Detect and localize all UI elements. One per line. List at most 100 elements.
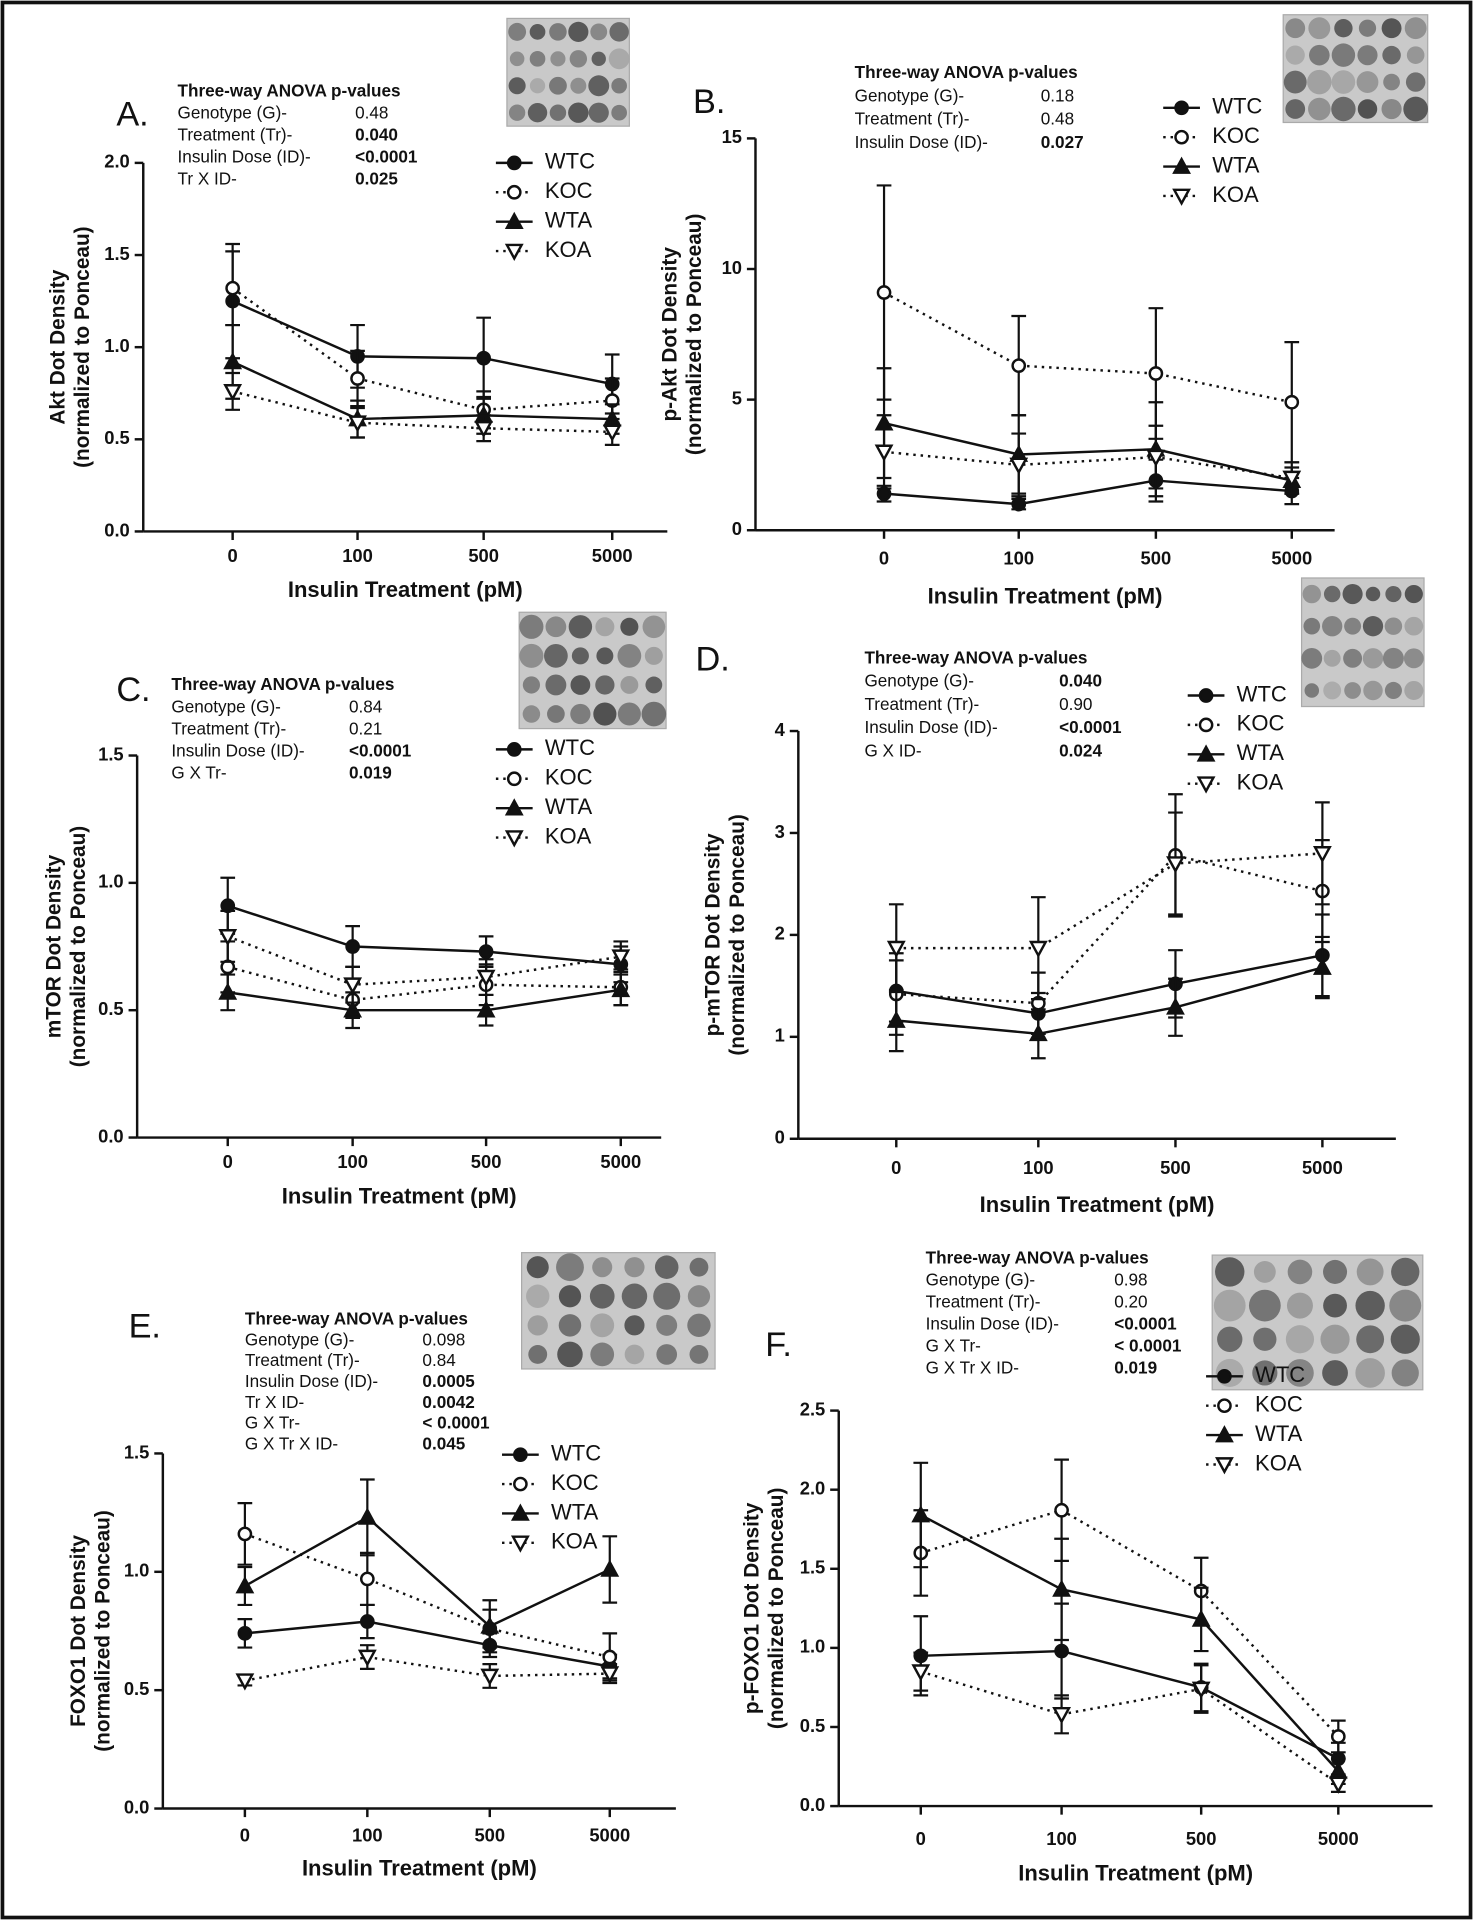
legend-label: WTA <box>1212 152 1260 177</box>
series-line <box>896 966 1323 1036</box>
blot-dot <box>1253 1260 1276 1283</box>
anova-label: Insulin Dose (ID)- <box>178 147 311 167</box>
blot-dot <box>519 614 544 639</box>
series-line <box>244 1532 611 1659</box>
y-axis-label: p-FOXO1 Dot Density <box>741 1502 764 1714</box>
y-axis-label: Akt Dot Density <box>46 269 69 424</box>
series-line <box>883 450 1292 480</box>
blot-dot <box>527 1315 548 1336</box>
legend-label: WTA <box>545 207 593 232</box>
anova-value: 0.027 <box>1041 132 1084 152</box>
y-tick-label: 1.5 <box>124 1441 150 1462</box>
y-axis-label: p-Akt Dot Density <box>658 247 681 422</box>
anova-title: Three-way ANOVA p-values <box>178 80 401 100</box>
blot-dot <box>570 77 587 94</box>
anova-title: Three-way ANOVA p-values <box>926 1247 1149 1267</box>
blot-dot <box>1391 1359 1419 1387</box>
y-tick-label: 0.0 <box>98 1125 124 1146</box>
blot-dot <box>1381 18 1402 39</box>
y-tick-label: 0.5 <box>104 427 130 448</box>
y-tick-label: 3 <box>775 821 785 842</box>
blot-dot <box>687 1285 711 1308</box>
legend-label: KOC <box>1212 123 1260 148</box>
blot-dot <box>1356 71 1379 93</box>
y-tick-label: 1 <box>775 1025 785 1046</box>
blot-dot <box>1331 96 1356 122</box>
marker <box>504 798 524 816</box>
blot-dot <box>545 616 567 638</box>
y-tick-label: 1.0 <box>104 335 130 356</box>
marker <box>510 1503 530 1521</box>
x-axis-label: Insulin Treatment (pM) <box>1018 1860 1253 1885</box>
marker <box>476 969 496 987</box>
x-tick-label: 500 <box>1141 547 1172 568</box>
blot-dot <box>1344 682 1361 699</box>
blot-dot <box>570 675 591 695</box>
blot-dot <box>1391 1257 1420 1287</box>
marker <box>1052 1579 1071 1597</box>
y-tick-label: 0.5 <box>124 1678 150 1699</box>
blot-dot <box>508 104 526 121</box>
panel-label: E. <box>129 1308 161 1346</box>
y-tick-label: 2 <box>775 923 785 944</box>
blot-dot <box>1308 17 1331 40</box>
marker <box>343 1000 363 1018</box>
y-axis-label: mTOR Dot Density <box>43 854 66 1038</box>
y-tick-label: 2.0 <box>104 151 130 172</box>
marker <box>343 977 363 995</box>
blot-dot <box>1381 98 1402 120</box>
blot-dot <box>595 617 615 637</box>
anova-label: Tr X ID- <box>178 169 237 189</box>
blot-dot <box>624 1315 645 1336</box>
blot-dot <box>1285 45 1305 65</box>
blot-dot <box>1355 1290 1385 1321</box>
panel: D. Three-way ANOVA p-values Genotype (G)- 0… <box>695 577 1425 1217</box>
blot-image <box>1300 577 1425 708</box>
anova-label: Insulin Dose (ID)- <box>926 1313 1059 1333</box>
marker <box>602 424 622 442</box>
x-tick-label: 0 <box>879 547 889 568</box>
blot-dot <box>1301 647 1323 669</box>
blot-dot <box>593 702 617 726</box>
blot-dot <box>571 647 589 665</box>
marker <box>474 420 494 439</box>
legend-label: WTA <box>1255 1421 1303 1446</box>
blot-dot <box>1363 680 1383 701</box>
marker <box>1028 1023 1048 1042</box>
marker <box>611 979 631 998</box>
anova-value: <0.0001 <box>1059 717 1122 737</box>
marker <box>513 1447 528 1463</box>
blot-dot <box>549 104 567 121</box>
anova-value: 0.0042 <box>422 1392 474 1412</box>
marker <box>1011 496 1027 512</box>
series-line <box>883 421 1293 482</box>
y-tick-label: 15 <box>722 126 742 147</box>
legend-label: WTC <box>1255 1362 1305 1387</box>
legend-label: WTA <box>545 794 593 819</box>
y-tick-label: 1.5 <box>98 743 124 764</box>
blot-dot <box>528 1344 548 1364</box>
blot-dot <box>570 703 591 725</box>
blot-dot <box>1286 1292 1313 1319</box>
x-tick-label: 0 <box>891 1157 901 1178</box>
series-line <box>920 1513 1340 1773</box>
anova-label: G X ID- <box>864 740 921 760</box>
blot-dot <box>621 1283 648 1310</box>
x-tick-label: 500 <box>1160 1157 1191 1178</box>
blot-dot <box>1403 96 1429 122</box>
y-tick-label: 1.5 <box>800 1557 826 1578</box>
blot-dot <box>644 646 663 665</box>
blot-dot <box>689 1344 709 1364</box>
marker <box>1282 470 1302 488</box>
legend-label: WTC <box>545 735 595 760</box>
anova-value: 0.025 <box>355 169 398 189</box>
anova-value: 0.019 <box>349 762 392 782</box>
blot-dot <box>568 102 589 123</box>
blot-dot <box>1308 97 1331 121</box>
marker <box>1172 188 1191 206</box>
blot-dot <box>1404 584 1423 604</box>
blot-dot <box>1285 18 1306 39</box>
